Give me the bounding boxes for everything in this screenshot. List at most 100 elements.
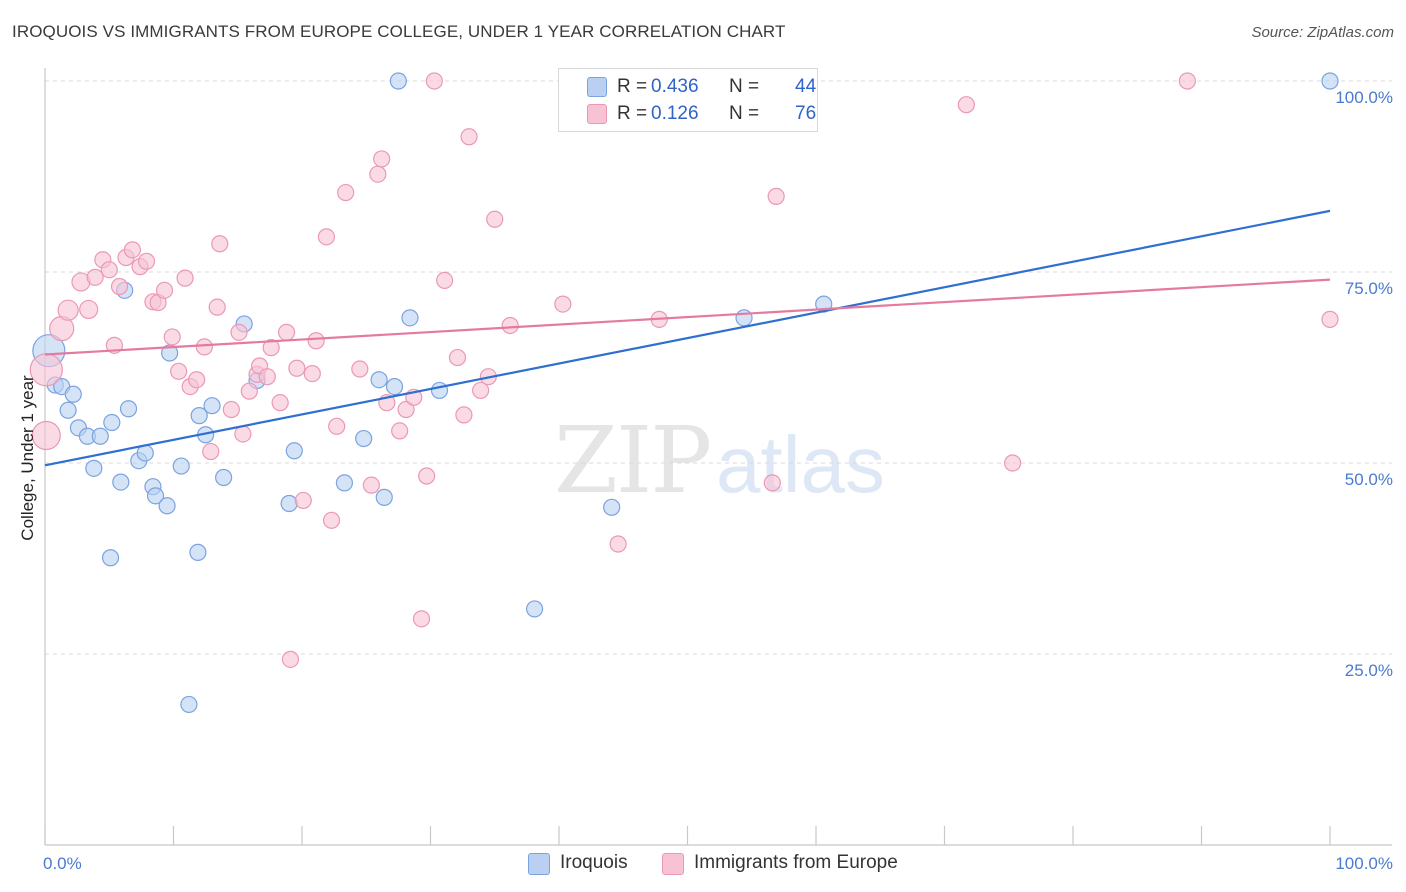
iroquois-point <box>215 468 233 487</box>
europe-point <box>337 183 355 202</box>
iroquois-point <box>103 413 121 432</box>
europe-point <box>170 362 188 380</box>
europe-point <box>317 228 336 246</box>
iroquois-point <box>146 487 165 505</box>
iroquois-point <box>101 549 120 567</box>
europe-point <box>211 235 229 253</box>
europe-point <box>195 338 213 356</box>
europe-point <box>412 610 431 628</box>
iroquois-point <box>355 429 373 448</box>
y-tick-label: 50.0% <box>1345 470 1393 489</box>
iroquois-point <box>385 378 404 396</box>
europe-point <box>155 281 174 299</box>
gridlines <box>45 80 1392 655</box>
europe-point <box>57 299 79 321</box>
iroquois-point <box>172 457 190 475</box>
europe-swatch <box>587 104 607 124</box>
chart-source: Source: ZipAtlas.com <box>1251 24 1394 41</box>
europe-point <box>307 332 325 350</box>
europe-point <box>288 359 306 377</box>
europe-point <box>281 650 300 668</box>
europe-point <box>271 394 289 412</box>
europe-point <box>322 511 341 529</box>
iroquois-point <box>389 72 407 90</box>
y-tick-label: 75.0% <box>1345 279 1393 298</box>
europe-point <box>472 381 490 400</box>
europe-trend-line <box>44 278 1331 356</box>
data-points <box>29 72 1339 714</box>
europe-point <box>448 348 467 367</box>
watermark-atlas: atlas <box>716 420 885 509</box>
iroquois-point <box>525 600 544 618</box>
iroquois-point <box>64 385 82 403</box>
iroquois-legend-swatch <box>528 853 550 875</box>
europe-point <box>455 406 473 424</box>
europe-point <box>501 316 519 335</box>
europe-point <box>277 323 296 341</box>
europe-point <box>262 339 280 357</box>
iroquois-point <box>430 381 449 400</box>
chart-title: IROQUOIS VS IMMIGRANTS FROM EUROPE COLLE… <box>12 22 786 41</box>
iroquois-point <box>189 543 207 561</box>
europe-legend-label: Immigrants from Europe <box>694 852 898 873</box>
y-tick-label: 100.0% <box>1335 88 1393 107</box>
iroquois-point <box>735 309 753 327</box>
iroquois-trend-line <box>44 209 1331 467</box>
iroquois-point <box>285 442 303 460</box>
europe-point <box>222 400 240 419</box>
europe-point <box>460 128 478 146</box>
europe-point <box>763 474 781 492</box>
iroquois-point <box>401 309 419 327</box>
iroquois-point <box>280 494 298 513</box>
europe-point <box>554 295 572 313</box>
axes <box>44 68 1392 846</box>
iroquois-point <box>1321 72 1339 90</box>
europe-point <box>397 400 415 419</box>
n-label: N = <box>729 76 760 97</box>
europe-point <box>373 150 391 168</box>
europe-point <box>137 252 156 270</box>
x-tick-label: 0.0% <box>43 854 82 873</box>
watermark-zip: ZIP <box>554 407 710 514</box>
europe-point <box>418 467 436 485</box>
iroquois-point <box>91 427 109 445</box>
iroquois-point <box>180 695 198 714</box>
europe-point <box>188 371 206 389</box>
europe-point <box>369 165 387 183</box>
europe-point <box>123 241 141 259</box>
iroquois-point <box>85 459 103 477</box>
iroquois-point <box>158 497 176 515</box>
iroquois-point <box>335 474 354 492</box>
iroquois-legend-label: Iroquois <box>560 852 628 873</box>
r-label: R = <box>617 76 648 97</box>
europe-point <box>86 268 104 286</box>
europe-point <box>328 417 346 435</box>
iroquois-swatch <box>587 77 607 97</box>
europe-point <box>258 368 276 386</box>
iroquois-point <box>59 401 77 419</box>
europe-point <box>436 271 454 290</box>
iroquois-point <box>190 407 208 425</box>
europe-n-value: 76 <box>795 103 817 124</box>
iroquois-point <box>603 498 621 516</box>
europe-point <box>294 491 312 510</box>
iroquois-point <box>370 371 388 389</box>
europe-point <box>1178 72 1196 90</box>
europe-point <box>957 96 975 114</box>
europe-point <box>208 298 226 316</box>
europe-point <box>391 422 409 440</box>
y-axis-title: College, Under 1 year <box>18 375 37 541</box>
europe-point <box>609 535 627 553</box>
tick-labels: 25.0% 50.0% 75.0% 100.0% 0.0% 100.0% College, … <box>18 88 1393 873</box>
europe-point <box>486 210 504 228</box>
europe-point <box>202 442 220 461</box>
y-tick-label: 25.0% <box>1345 661 1393 680</box>
europe-point <box>31 420 61 451</box>
iroquois-point <box>375 488 393 506</box>
europe-legend-swatch <box>662 853 684 875</box>
europe-point <box>163 328 181 346</box>
europe-point <box>1004 454 1022 472</box>
europe-point <box>230 323 248 341</box>
n-label: N = <box>729 103 760 124</box>
